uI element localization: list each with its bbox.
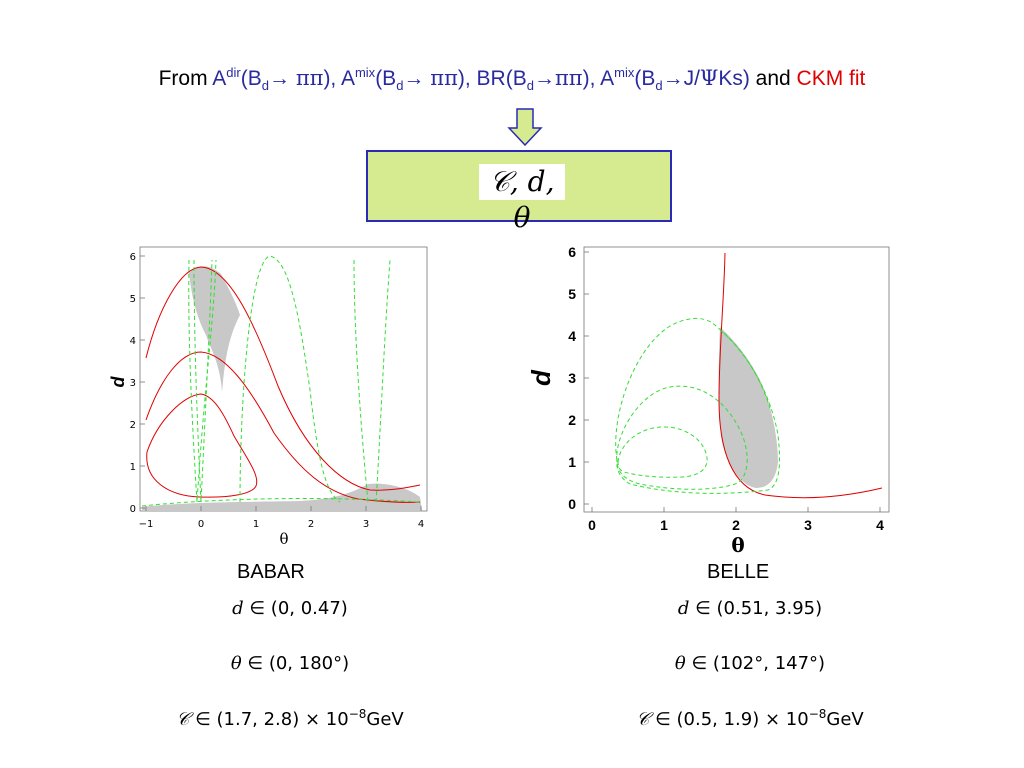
parameter-box: 𝒞, d, θ xyxy=(366,150,672,234)
belle-y-tick: 0 xyxy=(568,496,576,512)
babar-y-tick: 3 xyxy=(130,378,136,389)
belle-x-axis-label: θ xyxy=(731,533,744,557)
belle-green-contour-middle xyxy=(616,385,748,490)
parameter-formula: 𝒞, d, θ xyxy=(479,164,565,234)
babar-region-bottom xyxy=(142,483,422,510)
babar-red-contour-outer xyxy=(145,266,421,491)
belle-plot: 0 1 2 3 4 0 1 2 3 4 5 6 θ d xyxy=(526,244,890,557)
title-a-mix: Amix(Bd→ ππ), xyxy=(340,65,477,93)
babar-x-tick: 3 xyxy=(363,519,369,530)
title-prefix: From xyxy=(158,67,213,90)
babar-d-range: d ∈ (0, 0.47) xyxy=(232,598,348,619)
belle-y-tick: 5 xyxy=(568,286,576,302)
babar-frame xyxy=(139,246,428,512)
belle-x-tick: 0 xyxy=(588,517,596,533)
belle-x-tick: 4 xyxy=(876,517,884,533)
babar-y-tick: 5 xyxy=(130,294,136,305)
belle-c-range: 𝒞 ∈ (0.5, 1.9) × 10−8GeV xyxy=(636,707,864,730)
babar-y-tick: 4 xyxy=(130,336,136,347)
belle-region xyxy=(718,327,778,488)
belle-green-contour-inner xyxy=(617,426,708,478)
slide-title: From Adir(Bd→ ππ), Amix(Bd→ ππ), BR(Bd→π… xyxy=(0,65,1024,93)
belle-green-contour-edge xyxy=(719,329,771,409)
babar-x-tick: 4 xyxy=(418,519,424,530)
babar-x-tick: −1 xyxy=(139,519,154,530)
belle-x-tick: 3 xyxy=(804,517,812,533)
babar-plot: −1 0 1 2 3 4 0 1 2 3 4 5 6 θ d xyxy=(108,246,428,548)
down-arrow-icon xyxy=(507,108,543,146)
belle-x-tick: 1 xyxy=(660,517,668,533)
babar-x-tick: 2 xyxy=(308,519,314,530)
belle-y-tick: 4 xyxy=(568,328,576,344)
belle-x-tick: 2 xyxy=(732,517,740,533)
title-ckm-fit: CKM fit xyxy=(796,67,866,90)
babar-y-tick: 1 xyxy=(130,462,136,473)
babar-region-upper xyxy=(189,266,240,392)
babar-green-contour-bottom xyxy=(141,498,421,507)
babar-x-tick: 1 xyxy=(253,519,259,530)
title-a-mix-jpsi: Amix(Bd→J/ΨKs) xyxy=(600,65,750,93)
belle-label: BELLE xyxy=(707,561,770,583)
babar-green-contour-5 xyxy=(375,259,391,503)
babar-x-axis-label: θ xyxy=(279,530,288,548)
title-br: BR(Bd→ππ), xyxy=(476,66,601,93)
babar-c-range: 𝒞 ∈ (1.7, 2.8) × 10−8GeV xyxy=(176,707,404,730)
belle-y-tick: 2 xyxy=(568,412,576,428)
babar-green-contour-2 xyxy=(193,259,213,503)
belle-y-axis-label: d xyxy=(526,369,556,386)
babar-theta-range: θ ∈ (0, 180°) xyxy=(230,653,350,674)
babar-y-tick: 6 xyxy=(130,252,136,263)
belle-y-tick: 6 xyxy=(568,244,576,260)
babar-red-contour-inner xyxy=(146,393,258,498)
babar-green-contour-3 xyxy=(239,255,341,503)
belle-d-range: d ∈ (0.51, 3.95) xyxy=(677,598,823,619)
babar-label: BABAR xyxy=(237,561,305,583)
belle-green-contour-outer xyxy=(615,318,781,494)
belle-red-contour xyxy=(718,252,883,499)
babar-y-tick: 0 xyxy=(130,504,136,515)
babar-x-tick: 0 xyxy=(198,519,204,530)
belle-theta-range: θ ∈ (102°, 147°) xyxy=(674,653,826,674)
babar-y-tick: 2 xyxy=(130,420,136,431)
belle-y-tick: 1 xyxy=(568,454,576,470)
babar-green-contour-4 xyxy=(353,259,369,503)
babar-y-axis-label: d xyxy=(108,376,128,388)
title-and: and xyxy=(749,67,797,90)
title-a-dir: Adir(Bd→ ππ), xyxy=(212,65,341,93)
belle-y-tick: 3 xyxy=(568,370,576,386)
